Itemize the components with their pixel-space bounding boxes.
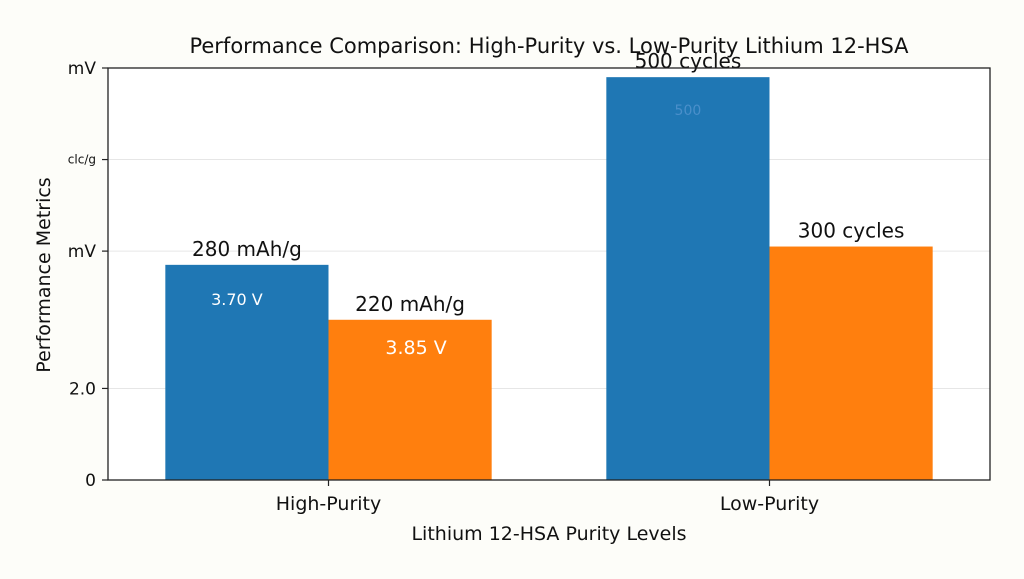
bars: 280 mAh/g 3.70 V 220 mAh/g 3.85 V 500 cycles… xyxy=(165,49,933,481)
x-axis-label: Lithium 12-HSA Purity Levels xyxy=(411,523,686,545)
bar-top-label: 300 cycles xyxy=(798,219,905,243)
plot-frame xyxy=(107,67,991,481)
y-tick-label: 0 xyxy=(85,471,96,491)
bar-top-label: 500 cycles xyxy=(635,49,742,73)
bar xyxy=(165,264,329,480)
bar xyxy=(769,246,933,480)
bar-inner-label: 3.85 V xyxy=(385,337,446,359)
bar-inner-label: 500 xyxy=(675,103,702,119)
bar xyxy=(606,77,770,481)
x-tick-label: High-Purity xyxy=(276,493,381,515)
y-tick-label: mV xyxy=(68,242,97,262)
x-tick-label: Low-Purity xyxy=(720,493,819,515)
bar-top-label: 280 mAh/g xyxy=(192,237,302,261)
bar-inner-label: 3.70 V xyxy=(211,290,263,309)
chart-title: Performance Comparison: High-Purity vs. … xyxy=(189,34,909,58)
bar xyxy=(328,319,492,480)
y-tick-label: clc/g xyxy=(68,153,96,167)
y-tick-label: mV xyxy=(68,59,97,79)
axes: 0 2.0 mV clc/g mV High-Purity Low-Purity xyxy=(68,59,819,515)
y-tick-label: 2.0 xyxy=(69,379,96,399)
bar-top-label: 220 mAh/g xyxy=(355,292,465,316)
y-axis-label: Performance Metrics xyxy=(33,177,55,372)
